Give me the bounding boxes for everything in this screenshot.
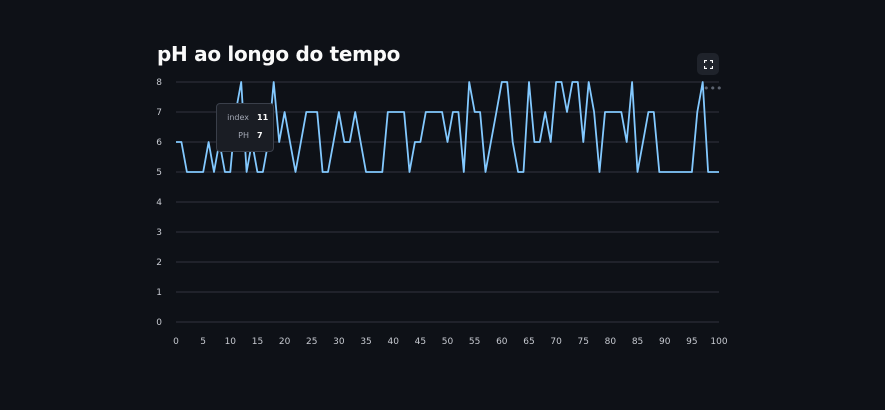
- x-tick-label: 95: [686, 337, 697, 347]
- y-tick-label: 5: [156, 168, 162, 178]
- y-tick-label: 0: [156, 318, 162, 328]
- x-tick-label: 15: [252, 337, 263, 347]
- tooltip-key: index: [227, 113, 249, 122]
- x-tick-label: 40: [387, 337, 399, 347]
- y-tick-label: 3: [156, 228, 162, 238]
- x-tick-label: 70: [550, 337, 562, 347]
- x-tick-label: 75: [578, 337, 589, 347]
- x-tick-label: 55: [469, 337, 480, 347]
- x-tick-label: 85: [632, 337, 643, 347]
- y-tick-label: 7: [156, 108, 162, 118]
- x-tick-label: 100: [710, 337, 727, 347]
- ph-series-line: [176, 81, 719, 173]
- tooltip-value: 7: [257, 131, 263, 140]
- x-tick-label: 30: [333, 337, 345, 347]
- y-tick-label: 8: [156, 78, 162, 88]
- tooltip-value: 11: [257, 113, 269, 122]
- fullscreen-button[interactable]: [697, 53, 719, 75]
- y-tick-label: 6: [156, 138, 162, 148]
- x-tick-label: 25: [306, 337, 317, 347]
- chart-title: pH ao longo do tempo: [157, 42, 401, 66]
- x-tick-label: 10: [225, 337, 237, 347]
- tooltip-key: PH: [238, 131, 249, 140]
- x-tick-label: 45: [415, 337, 426, 347]
- more-options-icon[interactable]: •••: [703, 82, 723, 95]
- x-tick-label: 20: [279, 337, 291, 347]
- x-tick-label: 5: [200, 337, 206, 347]
- x-tick-label: 0: [173, 337, 179, 347]
- x-tick-label: 35: [360, 337, 371, 347]
- x-tick-label: 90: [659, 337, 671, 347]
- x-tick-label: 65: [523, 337, 534, 347]
- x-tick-label: 60: [496, 337, 508, 347]
- fullscreen-icon: [703, 59, 713, 69]
- y-tick-label: 1: [156, 288, 162, 298]
- x-tick-label: 80: [605, 337, 617, 347]
- y-tick-label: 4: [156, 198, 162, 208]
- x-tick-label: 50: [442, 337, 454, 347]
- chart-tooltip: index 11 PH 7: [216, 103, 274, 152]
- y-tick-label: 2: [156, 258, 162, 268]
